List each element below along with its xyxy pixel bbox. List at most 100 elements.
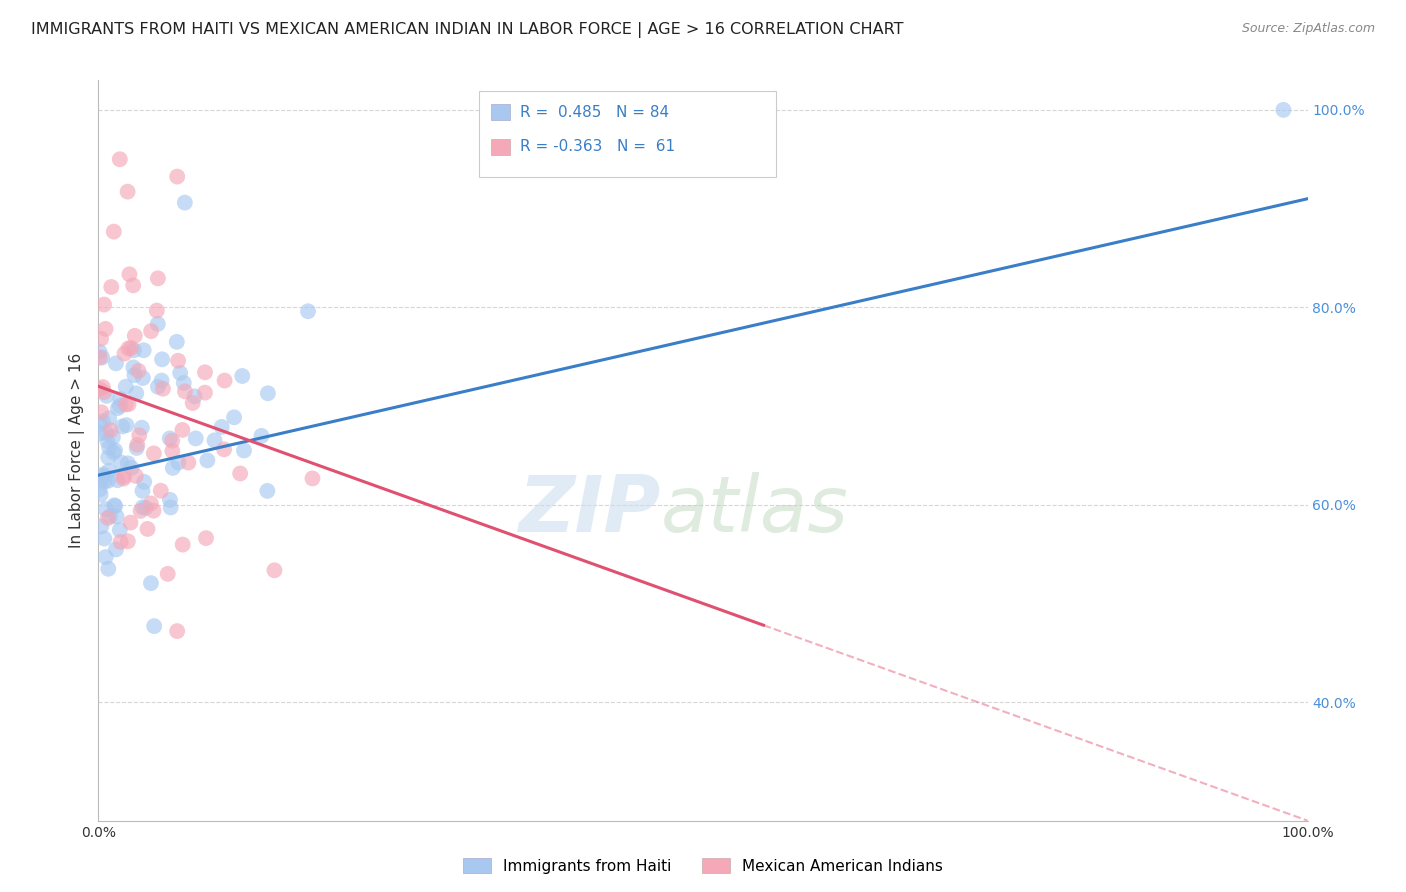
Point — [107, 401, 129, 415]
Point — [160, 434, 183, 448]
Point — [172, 423, 194, 437]
Text: R =  0.485   N = 84: R = 0.485 N = 84 — [520, 104, 669, 120]
Point — [169, 366, 191, 380]
Point — [174, 384, 197, 399]
Text: R = -0.363   N =  61: R = -0.363 N = 61 — [520, 139, 675, 154]
Point — [121, 460, 143, 475]
Point — [127, 438, 149, 452]
Point — [139, 496, 162, 510]
Point — [139, 324, 162, 338]
Point — [91, 414, 114, 428]
Point — [115, 418, 138, 433]
Point — [143, 619, 166, 633]
Y-axis label: In Labor Force | Age > 16: In Labor Force | Age > 16 — [69, 353, 86, 548]
FancyBboxPatch shape — [492, 139, 510, 155]
Text: Source: ZipAtlas.com: Source: ZipAtlas.com — [1241, 22, 1375, 36]
Point — [181, 396, 204, 410]
Point — [194, 365, 217, 379]
Point — [118, 268, 141, 282]
Legend: Immigrants from Haiti, Mexican American Indians: Immigrants from Haiti, Mexican American … — [457, 852, 949, 880]
Point — [114, 346, 136, 360]
Point — [94, 502, 117, 516]
FancyBboxPatch shape — [492, 104, 510, 120]
Point — [134, 475, 156, 489]
Point — [112, 469, 135, 483]
Point — [98, 441, 121, 455]
Point — [131, 500, 153, 515]
Point — [90, 519, 112, 533]
Point — [89, 482, 111, 496]
Point — [124, 328, 146, 343]
Point — [98, 509, 121, 524]
Point — [166, 334, 188, 349]
Point — [100, 423, 122, 437]
Point — [93, 475, 115, 489]
Point — [125, 386, 148, 401]
Point — [108, 523, 131, 537]
Point — [112, 472, 135, 486]
Point — [93, 532, 115, 546]
Point — [103, 225, 125, 239]
Point — [104, 499, 127, 513]
Point — [117, 534, 139, 549]
Point — [89, 417, 111, 431]
Point — [97, 450, 120, 465]
Text: atlas: atlas — [661, 472, 849, 548]
Point — [97, 511, 120, 525]
Point — [162, 461, 184, 475]
Point — [96, 434, 118, 449]
Point — [94, 549, 117, 564]
Point — [117, 456, 139, 470]
Point — [132, 371, 155, 385]
Point — [127, 364, 149, 378]
Point — [142, 504, 165, 518]
Point — [128, 428, 150, 442]
Point — [103, 499, 125, 513]
Point — [110, 392, 132, 406]
Point — [117, 185, 139, 199]
Point — [93, 297, 115, 311]
Point — [194, 385, 217, 400]
Point — [90, 426, 112, 441]
Point — [91, 351, 114, 365]
Point — [104, 542, 127, 557]
Point — [256, 483, 278, 498]
Point — [111, 419, 134, 434]
Point — [91, 380, 114, 394]
Point — [101, 430, 124, 444]
Point — [90, 469, 112, 483]
Point — [156, 566, 179, 581]
Point — [150, 352, 173, 367]
Point — [114, 397, 136, 411]
Point — [90, 332, 112, 346]
Point — [195, 531, 218, 545]
Point — [107, 473, 129, 487]
Point — [131, 420, 153, 434]
Point — [93, 385, 115, 400]
Point — [172, 538, 194, 552]
Text: IMMIGRANTS FROM HAITI VS MEXICAN AMERICAN INDIAN IN LABOR FORCE | AGE > 16 CORRE: IMMIGRANTS FROM HAITI VS MEXICAN AMERICA… — [31, 22, 904, 38]
Point — [159, 500, 181, 515]
Point — [96, 425, 118, 440]
Point — [214, 374, 236, 388]
Point — [90, 405, 112, 419]
Point — [110, 534, 132, 549]
Point — [166, 624, 188, 639]
Point — [125, 441, 148, 455]
Point — [120, 516, 142, 530]
Point — [114, 380, 136, 394]
Point — [122, 278, 145, 293]
Point — [173, 195, 195, 210]
Point — [233, 443, 256, 458]
Point — [89, 382, 111, 396]
Point — [195, 453, 218, 467]
Point — [162, 444, 184, 458]
Point — [1272, 103, 1295, 117]
Point — [129, 504, 152, 518]
Point — [301, 471, 323, 485]
Point — [222, 410, 245, 425]
Point — [96, 389, 118, 403]
Point — [177, 456, 200, 470]
Point — [159, 432, 181, 446]
Point — [152, 382, 174, 396]
